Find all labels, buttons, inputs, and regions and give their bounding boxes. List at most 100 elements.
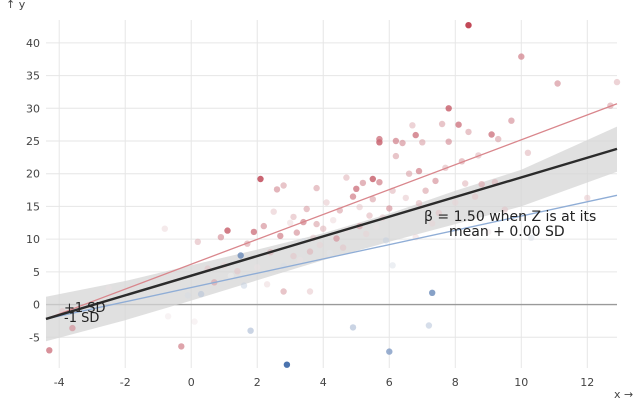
data-point-44: [306, 248, 314, 255]
data-point-115: [518, 53, 525, 60]
data-point-88: [415, 167, 423, 175]
data-point-0: [46, 347, 53, 354]
data-point-40: [296, 256, 304, 264]
data-point-37: [290, 252, 297, 260]
data-point-49: [316, 241, 324, 249]
data-point-24: [254, 264, 261, 271]
data-point-106: [471, 193, 479, 200]
x-tick-label-1: -2: [120, 376, 131, 389]
data-point-113: [501, 206, 508, 213]
data-point-61: [353, 185, 360, 192]
data-point-84: [409, 122, 416, 129]
y-tick-label-4: 15: [26, 200, 40, 213]
data-point-31: [277, 232, 284, 240]
data-point-95: [435, 209, 442, 217]
data-point-16: [224, 227, 231, 234]
data-point-91: [425, 322, 433, 329]
data-point-68: [369, 196, 376, 203]
regression-lines: [45, 103, 618, 321]
data-point-30: [273, 186, 281, 193]
data-point-94: [432, 177, 439, 185]
data-point-29: [270, 208, 277, 215]
data-point-6: [164, 313, 172, 320]
minus-sd-label: -1 SD: [64, 311, 99, 326]
data-point-112: [495, 135, 502, 143]
data-point-105: [465, 128, 472, 136]
data-points: [46, 22, 621, 368]
data-point-22: [247, 327, 254, 334]
data-point-52: [326, 249, 333, 257]
data-point-53: [330, 217, 337, 224]
data-point-3: [105, 285, 112, 292]
data-point-70: [376, 179, 383, 186]
y-tick-label-5: 20: [26, 168, 40, 181]
data-point-33: [280, 288, 287, 295]
data-point-66: [366, 212, 373, 219]
data-point-18: [234, 268, 241, 275]
y-tick-label-0: -5: [29, 331, 40, 344]
data-point-100: [452, 199, 459, 206]
data-point-109: [485, 228, 492, 236]
plus-sd-label: +1 SD: [64, 301, 106, 316]
data-point-10: [194, 238, 201, 245]
x-axis-label: x →: [614, 388, 633, 400]
data-point-108: [478, 181, 485, 188]
data-point-69: [372, 223, 380, 230]
data-point-74: [382, 237, 390, 244]
y-tick-label-7: 30: [26, 102, 40, 115]
x-tick-label-7: 10: [514, 376, 528, 389]
data-point-93: [429, 220, 436, 227]
data-point-14: [217, 234, 225, 241]
y-tick-label-8: 35: [26, 70, 40, 83]
data-point-104: [465, 22, 472, 29]
data-point-60: [349, 324, 357, 331]
y-tick-label-6: 25: [26, 135, 40, 148]
x-tick-label-5: 6: [386, 376, 393, 389]
x-tick-label-3: 2: [254, 376, 261, 389]
y-tick-label-1: 0: [33, 299, 40, 312]
data-point-48: [313, 184, 320, 192]
data-point-20: [240, 282, 248, 289]
data-point-80: [392, 137, 400, 145]
data-point-76: [386, 205, 393, 212]
data-point-58: [343, 174, 350, 181]
data-point-117: [528, 234, 535, 241]
data-point-47: [313, 220, 320, 228]
data-point-5: [161, 225, 168, 232]
data-point-92: [429, 289, 436, 296]
data-point-35: [283, 361, 291, 368]
plus-sd-line: [45, 103, 618, 320]
data-point-8: [184, 292, 192, 299]
data-point-50: [320, 225, 327, 232]
minus-sd-line: [45, 194, 618, 320]
data-point-90: [422, 187, 429, 194]
tick-labels: -4 -2 0 2 4 6 8 10 12 -5 0 5 10 15 20 25 30 35 40: [26, 37, 594, 389]
data-point-9: [191, 318, 198, 325]
data-point-72: [376, 135, 383, 143]
data-point-56: [339, 244, 347, 251]
data-point-96: [438, 120, 446, 128]
data-point-26: [260, 222, 267, 230]
data-point-25: [257, 175, 264, 183]
data-point-99: [445, 105, 452, 112]
data-point-7: [178, 343, 185, 350]
data-point-51: [323, 199, 330, 206]
y-tick-label-3: 10: [26, 233, 40, 246]
data-point-67: [369, 175, 376, 183]
data-point-19: [237, 252, 244, 259]
annotation-beta-line1: β = 1.50 when Z is at its: [424, 209, 596, 225]
y-tick-label-2: 5: [33, 266, 40, 279]
data-point-39: [293, 229, 300, 236]
y-tick-label-9: 40: [26, 37, 40, 50]
data-point-38: [290, 213, 297, 221]
data-point-86: [412, 131, 419, 139]
x-tick-label-6: 8: [452, 376, 459, 389]
x-tick-label-2: 0: [188, 376, 195, 389]
data-point-11: [197, 290, 205, 298]
annotation-beta-line2: mean + 0.00 SD: [449, 224, 565, 240]
data-point-79: [392, 152, 400, 160]
data-point-45: [306, 288, 314, 295]
data-point-17: [227, 272, 234, 279]
data-point-83: [405, 170, 413, 177]
